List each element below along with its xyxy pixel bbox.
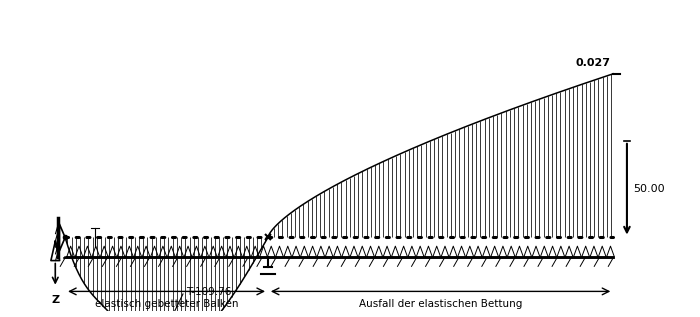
Text: elastisch gebetteter Balken: elastisch gebetteter Balken: [94, 299, 238, 309]
Text: Z: Z: [51, 295, 60, 305]
Text: 50.00: 50.00: [634, 184, 665, 194]
Text: T-109.76: T-109.76: [186, 287, 231, 297]
Text: 0.027: 0.027: [575, 58, 610, 68]
Text: Ausfall der elastischen Bettung: Ausfall der elastischen Bettung: [359, 299, 522, 309]
